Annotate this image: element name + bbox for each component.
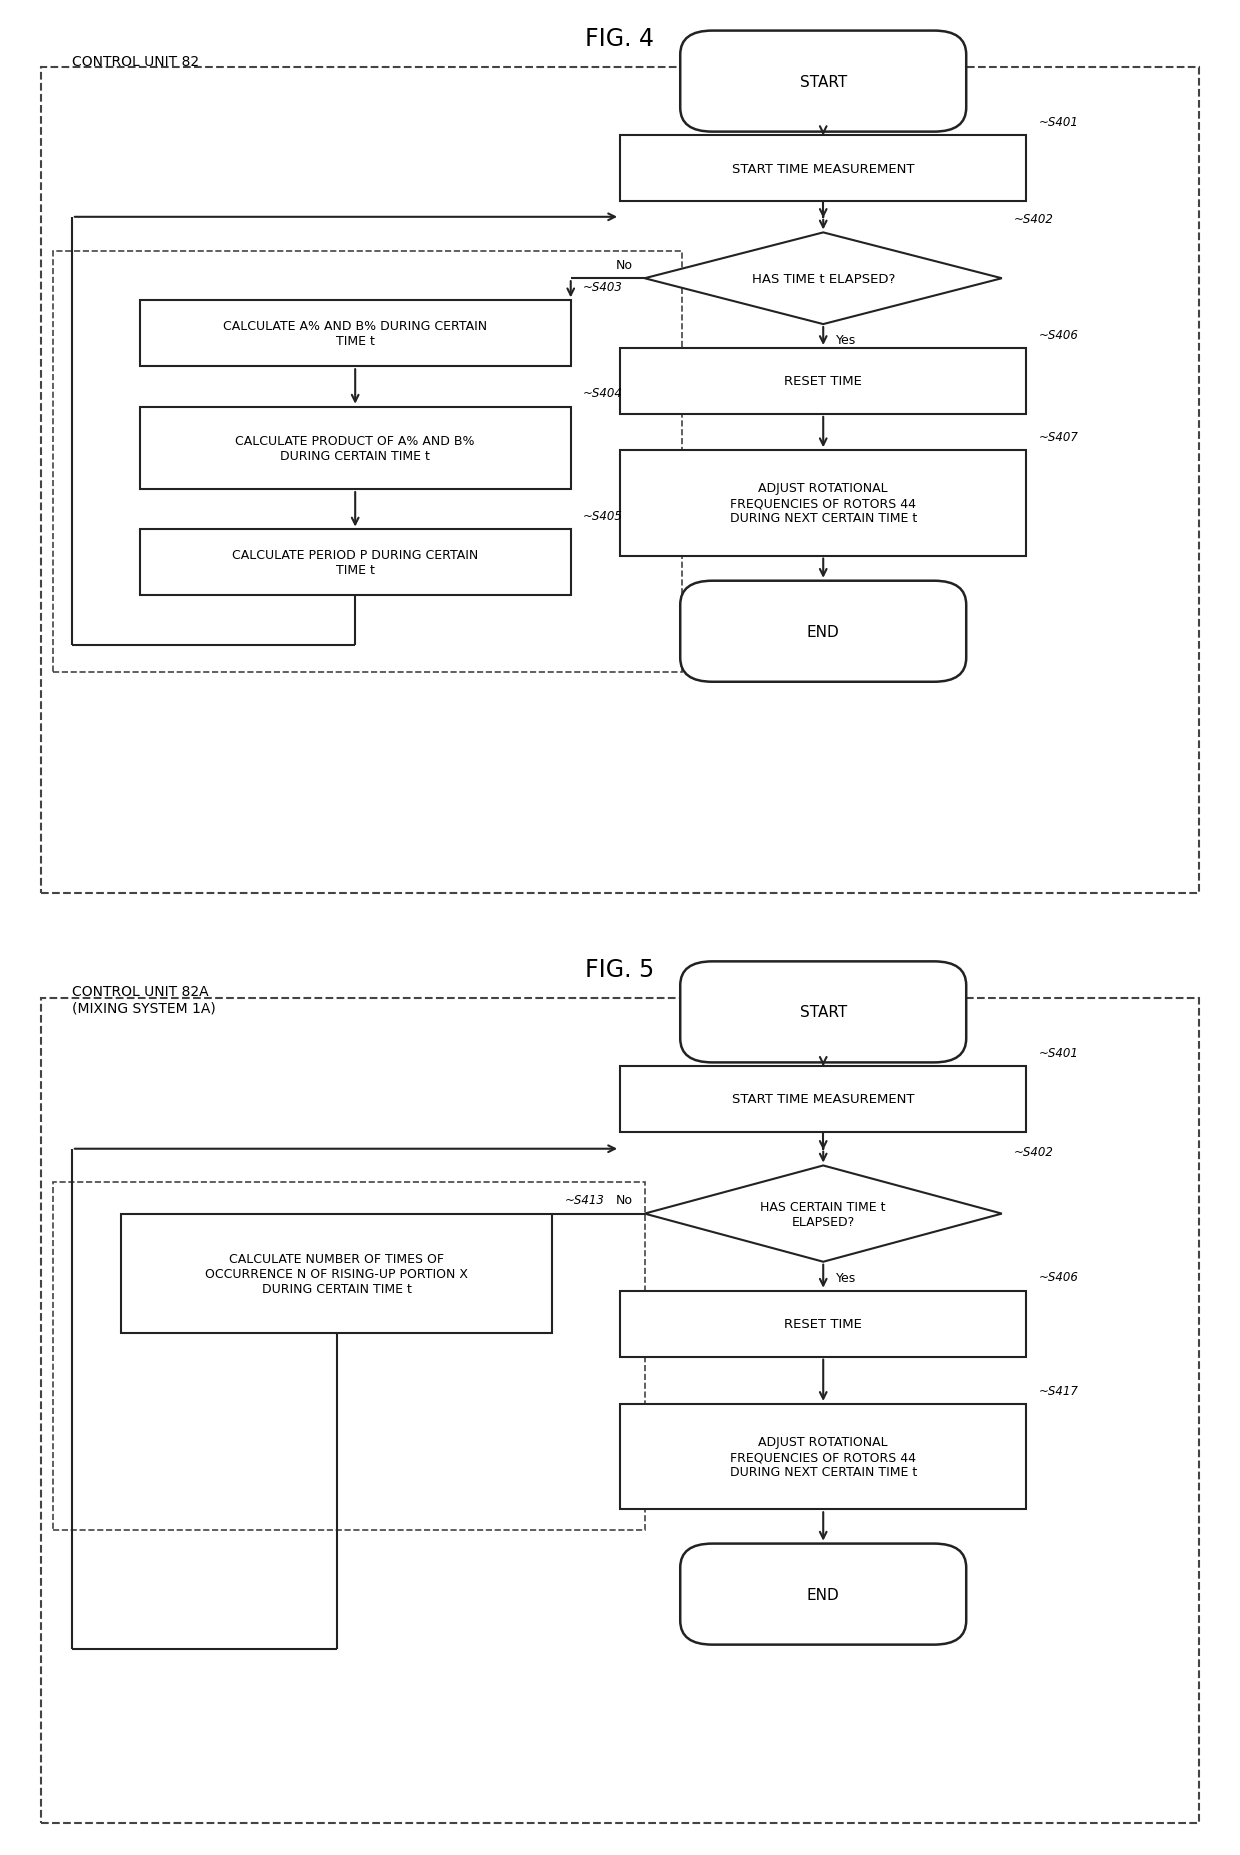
FancyBboxPatch shape [681, 32, 966, 132]
Text: ~S403: ~S403 [583, 280, 622, 293]
Text: START TIME MEASUREMENT: START TIME MEASUREMENT [732, 163, 914, 176]
Bar [122, 1213, 552, 1334]
Polygon shape [645, 1165, 1002, 1261]
Text: Yes: Yes [836, 1271, 856, 1284]
Bar [53, 252, 682, 673]
FancyBboxPatch shape [681, 963, 966, 1063]
Text: ADJUST ROTATIONAL
FREQUENCIES OF ROTORS 44
DURING NEXT CERTAIN TIME t: ADJUST ROTATIONAL FREQUENCIES OF ROTORS … [729, 482, 916, 525]
Text: ~S413: ~S413 [564, 1195, 604, 1208]
Bar [53, 1182, 645, 1530]
Text: RESET TIME: RESET TIME [784, 375, 862, 388]
Text: ~S404: ~S404 [583, 388, 622, 401]
Text: HAS TIME t ELAPSED?: HAS TIME t ELAPSED? [751, 273, 895, 286]
Text: CALCULATE PERIOD P DURING CERTAIN
TIME t: CALCULATE PERIOD P DURING CERTAIN TIME t [232, 549, 479, 577]
Text: ADJUST ROTATIONAL
FREQUENCIES OF ROTORS 44
DURING NEXT CERTAIN TIME t: ADJUST ROTATIONAL FREQUENCIES OF ROTORS … [729, 1436, 916, 1478]
FancyBboxPatch shape [681, 1543, 966, 1645]
Text: ~S401: ~S401 [1039, 1046, 1079, 1059]
Text: HAS CERTAIN TIME t
ELAPSED?: HAS CERTAIN TIME t ELAPSED? [760, 1200, 885, 1228]
Bar [140, 531, 570, 595]
Bar [620, 135, 1027, 202]
Text: END: END [807, 625, 839, 640]
Text: FIG. 5: FIG. 5 [585, 957, 655, 981]
Text: CALCULATE NUMBER OF TIMES OF
OCCURRENCE N OF RISING-UP PORTION X
DURING CERTAIN : CALCULATE NUMBER OF TIMES OF OCCURRENCE … [205, 1252, 469, 1295]
Text: CONTROL UNIT 82A
(MIXING SYSTEM 1A): CONTROL UNIT 82A (MIXING SYSTEM 1A) [72, 985, 216, 1015]
Bar [620, 349, 1027, 416]
Text: ~S402: ~S402 [1014, 1146, 1054, 1159]
Polygon shape [645, 234, 1002, 325]
Text: START: START [800, 74, 847, 89]
Bar [620, 451, 1027, 556]
Bar [140, 408, 570, 490]
Text: ~S401: ~S401 [1039, 115, 1079, 128]
Bar [620, 1291, 1027, 1356]
Text: ~S407: ~S407 [1039, 430, 1079, 443]
Text: ~S405: ~S405 [583, 510, 622, 523]
Bar [620, 1404, 1027, 1510]
Text: Yes: Yes [836, 334, 856, 347]
Bar [140, 301, 570, 367]
Text: ~S406: ~S406 [1039, 328, 1079, 341]
Text: No: No [615, 1195, 632, 1208]
Text: CONTROL UNIT 82: CONTROL UNIT 82 [72, 54, 200, 69]
Text: ~S417: ~S417 [1039, 1384, 1079, 1397]
FancyBboxPatch shape [681, 581, 966, 683]
Text: ~S402: ~S402 [1014, 213, 1054, 226]
Text: FIG. 4: FIG. 4 [585, 28, 655, 52]
Text: END: END [807, 1586, 839, 1601]
Text: RESET TIME: RESET TIME [784, 1317, 862, 1330]
Text: START TIME MEASUREMENT: START TIME MEASUREMENT [732, 1093, 914, 1106]
Text: No: No [615, 260, 632, 273]
Text: ~S406: ~S406 [1039, 1271, 1079, 1284]
Bar [620, 1067, 1027, 1132]
Text: CALCULATE PRODUCT OF A% AND B%
DURING CERTAIN TIME t: CALCULATE PRODUCT OF A% AND B% DURING CE… [236, 434, 475, 462]
Text: START: START [800, 1005, 847, 1020]
Text: CALCULATE A% AND B% DURING CERTAIN
TIME t: CALCULATE A% AND B% DURING CERTAIN TIME … [223, 321, 487, 349]
